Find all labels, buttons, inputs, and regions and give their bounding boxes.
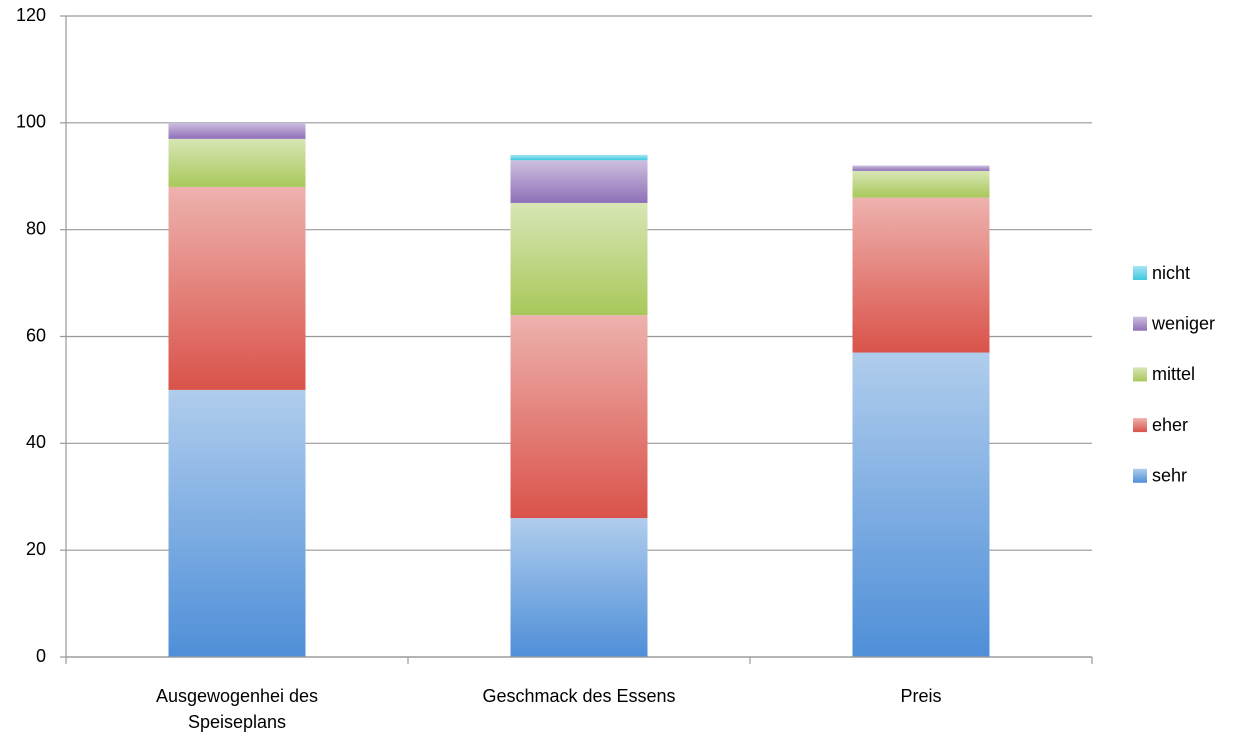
legend-label: nicht — [1152, 263, 1190, 283]
x-tick-label: Ausgewogenhei des Speiseplans — [155, 686, 319, 732]
bar-segment — [852, 352, 990, 657]
x-tick-label: Preis — [900, 686, 942, 706]
bar-segment — [510, 202, 648, 316]
legend-swatch — [1133, 367, 1147, 382]
y-tick-label: 80 — [26, 218, 46, 238]
legend-swatch — [1133, 266, 1147, 280]
bar-segment — [510, 315, 648, 519]
legend-swatch — [1133, 468, 1147, 483]
bar-segment — [168, 138, 306, 187]
bar-segment — [852, 165, 990, 171]
bar-segment — [510, 160, 648, 203]
bar-segment — [510, 518, 648, 657]
y-tick-label: 40 — [26, 432, 46, 452]
x-tick-label: Geschmack des Essens — [482, 686, 676, 706]
legend-label: eher — [1152, 415, 1188, 435]
bar-segment — [852, 197, 990, 353]
legend-swatch — [1133, 418, 1147, 433]
bar-segment — [168, 122, 306, 139]
y-tick-label: 120 — [16, 5, 46, 25]
bar-segment — [168, 186, 306, 390]
y-tick-label: 100 — [16, 112, 46, 132]
legend-label: weniger — [1151, 313, 1215, 333]
bar-segment — [510, 154, 648, 161]
y-tick-label: 0 — [36, 646, 46, 666]
legend-label: sehr — [1152, 466, 1187, 486]
bar-segment — [852, 170, 990, 198]
y-tick-label: 20 — [26, 539, 46, 559]
y-tick-label: 60 — [26, 325, 46, 345]
legend-swatch — [1133, 316, 1147, 331]
bar-segment — [168, 389, 306, 657]
legend-label: mittel — [1152, 364, 1195, 384]
